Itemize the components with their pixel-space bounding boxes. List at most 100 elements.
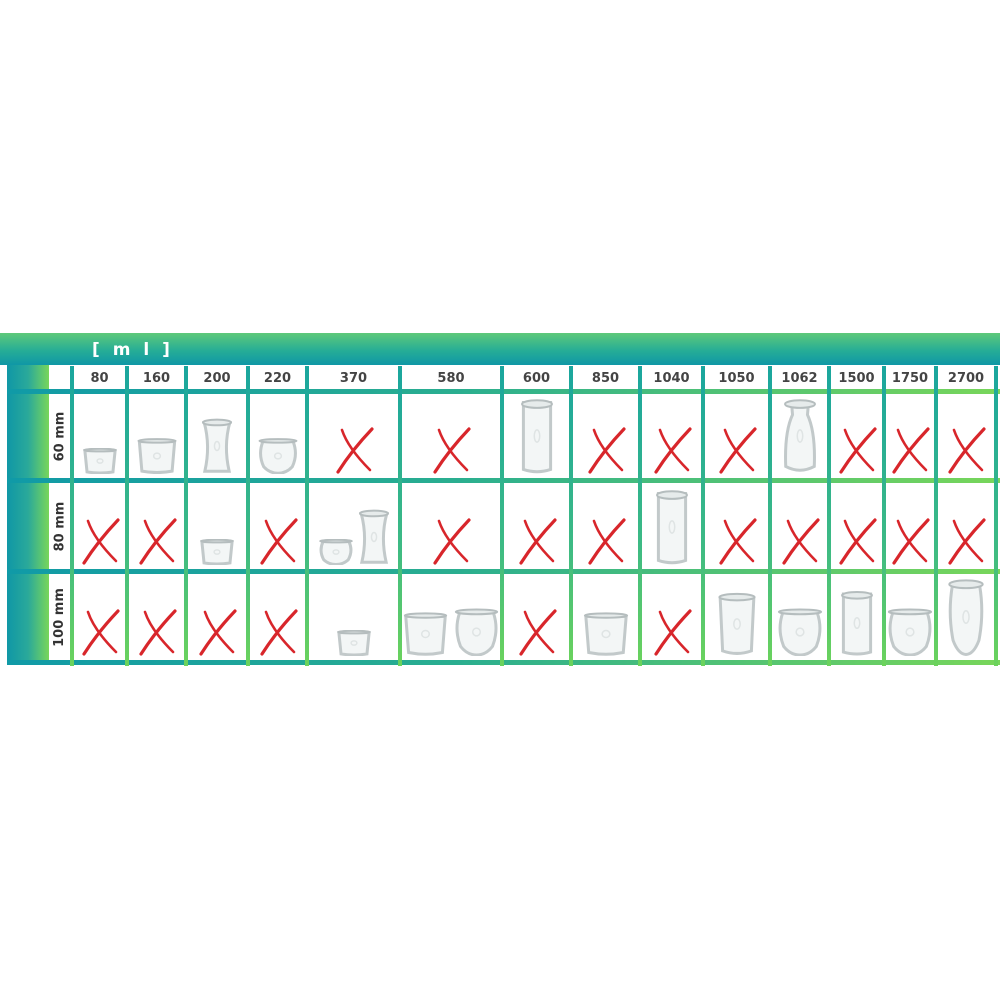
column-header-1500: 1500 (838, 371, 875, 386)
cell-unavailable (573, 483, 638, 569)
cell-unavailable (886, 394, 934, 478)
glass-jar-deco-icon (201, 418, 233, 474)
cell-unavailable (188, 574, 246, 660)
row-sidebar (7, 365, 49, 665)
cross-unavailable-icon (948, 518, 986, 565)
cell-unavailable (129, 574, 184, 660)
cell-jar (705, 574, 768, 660)
column-header-220: 220 (263, 371, 292, 386)
cross-unavailable-icon (138, 609, 177, 656)
glass-jar-cylinder-icon (840, 590, 874, 656)
cross-unavailable-icon (838, 427, 877, 474)
column-header-80: 80 (90, 371, 109, 386)
column-header-370: 370 (339, 371, 368, 386)
glass-jar-mold-icon (402, 612, 449, 656)
cell-unavailable (250, 483, 305, 569)
grid-line-vertical (125, 366, 129, 666)
cross-unavailable-icon (433, 427, 471, 474)
glass-jar-mold-icon (336, 630, 372, 656)
cell-unavailable (309, 394, 398, 478)
cross-unavailable-icon (718, 518, 757, 565)
cell-jar (772, 394, 827, 478)
cell-jar (402, 574, 500, 660)
row-label-text: 80 mm (52, 501, 67, 551)
cross-unavailable-icon (948, 427, 986, 474)
cross-unavailable-icon (518, 518, 557, 565)
row-label: 80 mm (50, 483, 69, 569)
row-label: 100 mm (50, 574, 69, 660)
column-header-1050: 1050 (718, 371, 755, 386)
glass-jar-tulip-icon (776, 608, 824, 656)
cell-unavailable (938, 483, 994, 569)
cell-unavailable (831, 394, 882, 478)
cell-unavailable (129, 483, 184, 569)
cell-unavailable (886, 483, 934, 569)
unit-label: [ m l ] (92, 340, 172, 360)
column-header-2700: 2700 (947, 371, 985, 386)
row-label-text: 100 mm (52, 587, 68, 647)
column-header-1750: 1750 (891, 371, 929, 386)
cell-jar (129, 394, 184, 478)
column-header-600: 600 (522, 371, 551, 386)
cross-unavailable-icon (587, 518, 626, 565)
glass-jar-cylinder-icon (655, 489, 689, 565)
cell-jar (504, 394, 569, 478)
grid-line-vertical (934, 366, 938, 666)
grid-line-vertical (70, 366, 74, 666)
row-label: 60 mm (50, 394, 69, 478)
cell-jar (573, 574, 638, 660)
cross-unavailable-icon (653, 609, 692, 656)
cell-jar (188, 483, 246, 569)
grid-line-vertical (768, 366, 772, 666)
cross-unavailable-icon (781, 518, 820, 565)
grid-line-vertical (569, 366, 573, 666)
cell-unavailable (938, 394, 994, 478)
column-header-580: 580 (437, 371, 465, 386)
cross-unavailable-icon (892, 518, 930, 565)
glass-jar-tulip-icon (886, 608, 934, 656)
column-header-850: 850 (591, 371, 620, 386)
header-banner (0, 333, 1000, 365)
glass-jar-mold-icon (199, 539, 235, 565)
cross-unavailable-icon (259, 609, 298, 656)
cross-unavailable-icon (259, 518, 298, 565)
cell-unavailable (504, 483, 569, 569)
glass-jar-bottle-icon (783, 398, 817, 474)
cell-unavailable (402, 394, 500, 478)
grid-line-vertical (305, 366, 309, 666)
glass-jar-deco-icon (358, 509, 390, 565)
cell-jar (642, 483, 701, 569)
row-label-text: 60 mm (52, 411, 67, 461)
grid-line-vertical (701, 366, 705, 666)
cell-jar (188, 394, 246, 478)
cell-jar (938, 574, 994, 660)
cell-unavailable (573, 394, 638, 478)
grid-line-vertical (184, 366, 188, 666)
column-header-1040: 1040 (653, 371, 690, 386)
glass-jar-tulip-icon (947, 578, 985, 656)
cell-unavailable (504, 574, 569, 660)
cell-unavailable (831, 483, 882, 569)
cross-unavailable-icon (138, 518, 177, 565)
cell-jar (831, 574, 882, 660)
cell-jar (886, 574, 934, 660)
grid-line-vertical (500, 366, 504, 666)
cell-unavailable (402, 483, 500, 569)
cell-jar (772, 574, 827, 660)
grid-line-vertical (246, 366, 250, 666)
cell-unavailable (250, 574, 305, 660)
glass-jar-mold-icon (82, 448, 118, 474)
cell-unavailable (642, 574, 701, 660)
cell-unavailable (74, 483, 125, 569)
glass-jar-tulip-icon (257, 438, 299, 474)
cell-unavailable (772, 483, 827, 569)
glass-jar-cylinder-icon (520, 398, 554, 474)
cell-unavailable (705, 394, 768, 478)
cell-jar (309, 483, 398, 569)
cross-unavailable-icon (653, 427, 692, 474)
cell-unavailable (74, 574, 125, 660)
glass-jar-tulip-icon (453, 608, 500, 656)
cross-unavailable-icon (335, 427, 374, 474)
cell-jar (309, 574, 398, 660)
grid-line-vertical (827, 366, 831, 666)
